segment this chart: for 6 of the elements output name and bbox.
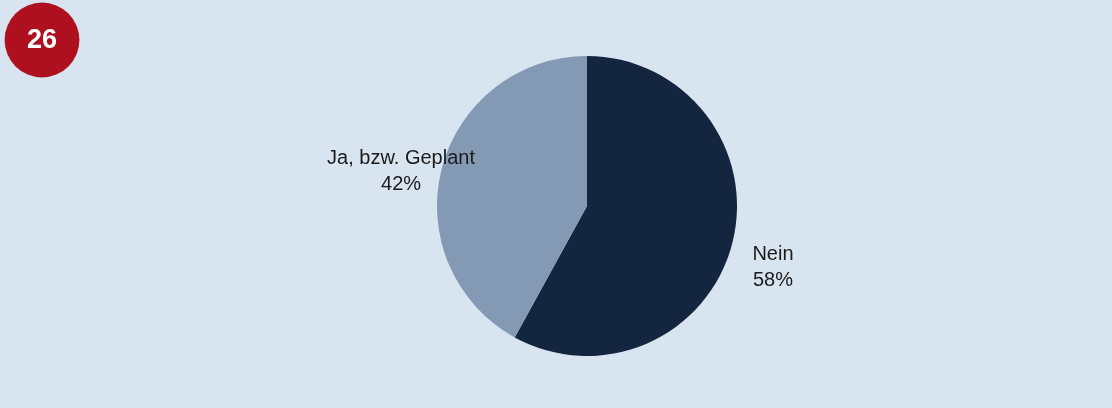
slice-label: Ja, bzw. Geplant [327, 146, 476, 169]
data-label: 42% [381, 172, 422, 195]
slice-label: Nein [752, 241, 794, 264]
text: 26 [26, 24, 58, 54]
data-label: 58% [752, 267, 794, 290]
pie-slice [514, 56, 737, 356]
